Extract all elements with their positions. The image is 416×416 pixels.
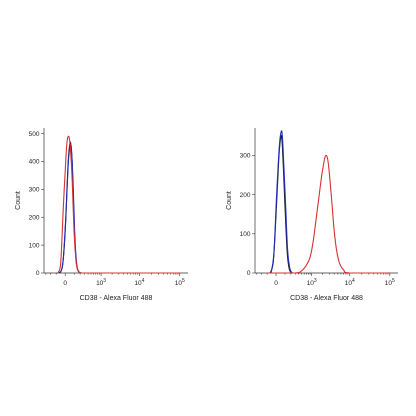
x-tick-label: 103 (96, 278, 106, 287)
series-line-2 (267, 154, 390, 274)
x-tick-label: 0 (274, 280, 278, 287)
y-axis-title: Count (226, 191, 233, 210)
x-tick-label: 103 (307, 278, 317, 287)
y-axis-title: Count (15, 191, 22, 210)
x-tick-label: 105 (385, 278, 395, 287)
x-tick-label-exponent: 3 (314, 278, 317, 284)
y-tick-label: 200 (240, 192, 251, 199)
y-tick-label: 400 (29, 159, 40, 166)
x-tick-label: 104 (345, 278, 355, 287)
x-tick-label-exponent: 4 (352, 278, 355, 284)
y-tick-label: 500 (29, 131, 40, 138)
x-axis-title: CD38 - Alexa Fluor 488 (290, 295, 363, 302)
x-tick-label: 105 (175, 278, 185, 287)
y-tick-label: 300 (240, 153, 251, 160)
x-tick-label-exponent: 5 (182, 278, 185, 284)
x-tick-label: 0 (63, 280, 67, 287)
x-tick-label-exponent: 4 (142, 278, 145, 284)
histogram-panel-left: 0 100 200 300 400 500 0 103 104 105 CD38 - Alexa F… (15, 128, 188, 302)
series-line-1 (270, 130, 293, 274)
series-line-2 (57, 135, 180, 274)
y-tick-label: 100 (29, 242, 40, 249)
histogram-panel-right: 0 100 200 300 0 103 104 105 CD38 - Alexa Fluor 4… (226, 128, 398, 302)
y-tick-label: 0 (247, 270, 251, 277)
y-tick-label: 0 (36, 270, 40, 277)
x-axis-title: CD38 - Alexa Fluor 488 (80, 295, 153, 302)
x-tick-label: 104 (134, 278, 144, 287)
series-line-0 (58, 141, 82, 274)
x-tick-label-exponent: 5 (392, 278, 395, 284)
y-tick-label: 300 (29, 187, 40, 194)
x-tick-label-exponent: 3 (103, 278, 106, 284)
y-tick-label: 100 (240, 231, 251, 238)
y-tick-label: 200 (29, 214, 40, 221)
